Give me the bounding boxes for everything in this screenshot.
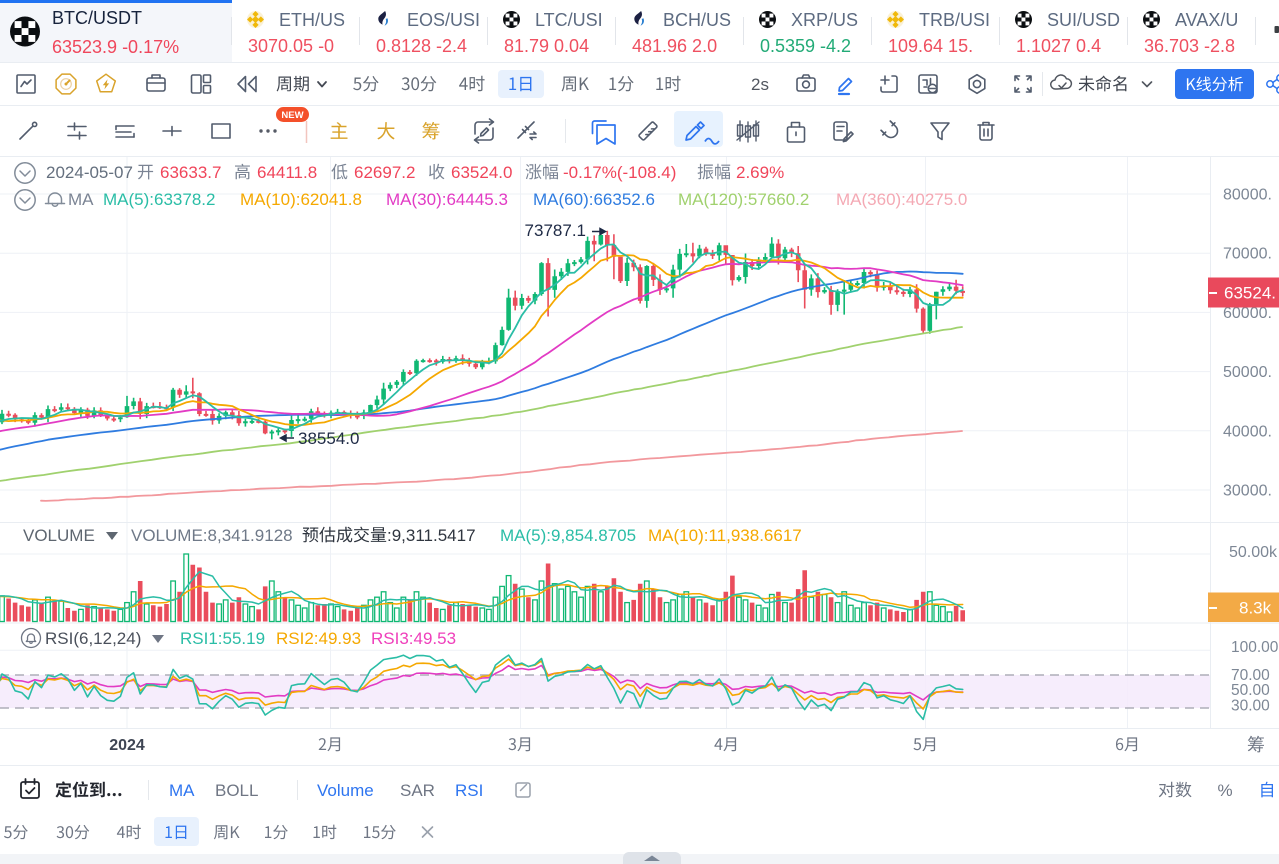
svg-text:2024: 2024: [109, 737, 145, 754]
svg-text:%: %: [1217, 781, 1232, 800]
svg-text:70000.: 70000.: [1223, 246, 1272, 263]
svg-text:63524.0: 63524.0: [451, 163, 512, 182]
svg-text::9,311.5417: :9,311.5417: [387, 526, 476, 545]
svg-text:BOLL: BOLL: [215, 781, 258, 800]
svg-text:50.00: 50.00: [1231, 682, 1270, 699]
svg-text:8.3k: 8.3k: [1239, 599, 1272, 618]
svg-text:VOLUME:8,341.9128: VOLUME:8,341.9128: [131, 526, 293, 545]
svg-text:0.8128 -2.4: 0.8128 -2.4: [376, 36, 467, 56]
svg-text:0.5359 -4.2: 0.5359 -4.2: [760, 36, 851, 56]
svg-text:100.00: 100.00: [1231, 639, 1279, 656]
svg-text:Volume: Volume: [317, 781, 374, 800]
svg-text:LTC/USI: LTC/USI: [535, 10, 603, 30]
svg-text:63524.: 63524.: [1224, 284, 1276, 303]
svg-text:VOLUME: VOLUME: [23, 526, 95, 545]
svg-text:60000.: 60000.: [1223, 305, 1272, 322]
svg-text:RSI3:49.53: RSI3:49.53: [371, 629, 456, 648]
svg-text:38554.0: 38554.0: [298, 429, 359, 448]
svg-text:50.00k: 50.00k: [1229, 544, 1278, 561]
svg-text:ETH/US: ETH/US: [279, 10, 345, 30]
svg-text:63633.7: 63633.7: [160, 163, 221, 182]
svg-text:63523.9 -0.17%: 63523.9 -0.17%: [52, 37, 179, 57]
svg-text:62697.2: 62697.2: [354, 163, 415, 182]
svg-text:MA(30):64445.3: MA(30):64445.3: [386, 190, 508, 209]
svg-text:36.703 -2.8: 36.703 -2.8: [1144, 36, 1235, 56]
svg-text:RSI: RSI: [455, 781, 483, 800]
svg-text:1.1027 0.4: 1.1027 0.4: [1016, 36, 1101, 56]
svg-text:MA(360):40275.0: MA(360):40275.0: [836, 190, 967, 209]
svg-text:481.96 2.0: 481.96 2.0: [632, 36, 717, 56]
svg-text:50000.: 50000.: [1223, 364, 1272, 381]
svg-text:EOS/USI: EOS/USI: [407, 10, 480, 30]
svg-text:MA: MA: [68, 190, 94, 209]
svg-text:70.00: 70.00: [1231, 667, 1270, 684]
svg-text:109.64 15.: 109.64 15.: [888, 36, 973, 56]
svg-text:MA(60):66352.6: MA(60):66352.6: [533, 190, 655, 209]
svg-text:MA(5):9,854.8705: MA(5):9,854.8705: [500, 526, 636, 545]
svg-text:2s: 2s: [751, 75, 769, 94]
svg-text:SAR: SAR: [400, 781, 435, 800]
svg-text:NEW: NEW: [281, 110, 303, 121]
svg-text:MA: MA: [169, 781, 195, 800]
svg-text:2024-05-07: 2024-05-07: [46, 163, 133, 182]
svg-text:XRP/US: XRP/US: [791, 10, 858, 30]
svg-text:MA(10):62041.8: MA(10):62041.8: [240, 190, 362, 209]
svg-text:40000.: 40000.: [1223, 423, 1272, 440]
svg-text:64411.8: 64411.8: [257, 163, 317, 182]
svg-text:81.79 0.04: 81.79 0.04: [504, 36, 589, 56]
svg-text:-0.17%(-108.4): -0.17%(-108.4): [563, 163, 676, 182]
svg-text:SUI/USD: SUI/USD: [1047, 10, 1120, 30]
svg-text:80000.: 80000.: [1223, 187, 1272, 204]
svg-text:AVAX/U: AVAX/U: [1175, 10, 1238, 30]
svg-text:3070.05 -0: 3070.05 -0: [248, 36, 334, 56]
svg-text:TRB/USI: TRB/USI: [919, 10, 990, 30]
svg-text:30.00: 30.00: [1231, 698, 1270, 715]
svg-text:MA(10):11,938.6617: MA(10):11,938.6617: [648, 526, 802, 545]
svg-text:30000.: 30000.: [1223, 483, 1272, 500]
svg-text:BTC/USDT: BTC/USDT: [52, 8, 142, 28]
svg-text:MA(120):57660.2: MA(120):57660.2: [678, 190, 809, 209]
svg-text:BCH/US: BCH/US: [663, 10, 731, 30]
svg-text:2.69%: 2.69%: [736, 163, 784, 182]
svg-text:RSI(6,12,24): RSI(6,12,24): [45, 629, 141, 648]
svg-text:RSI1:55.19: RSI1:55.19: [180, 629, 265, 648]
svg-text:MA(5):63378.2: MA(5):63378.2: [103, 190, 215, 209]
svg-text:73787.1: 73787.1: [525, 221, 586, 240]
svg-text:RSI2:49.93: RSI2:49.93: [276, 629, 361, 648]
